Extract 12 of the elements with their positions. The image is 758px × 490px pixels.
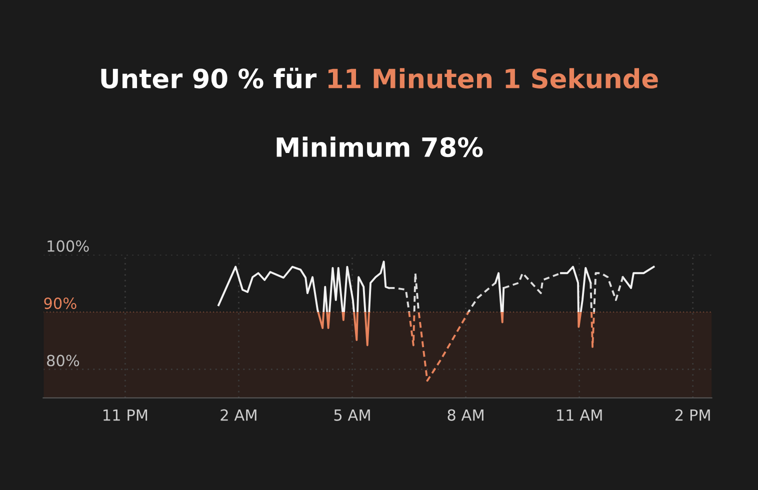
- chart-subtitle: Minimum 78%: [276, 136, 483, 158]
- x-tick-label: 11 AM: [557, 409, 602, 421]
- x-tick-label: 8 AM: [448, 409, 484, 421]
- x-tick-label: 11 PM: [104, 409, 148, 421]
- y-tick-label: 100%: [48, 240, 89, 252]
- chart-title: Unter 90 % für: [101, 68, 317, 89]
- x-tick-label: 2 AM: [220, 409, 256, 421]
- text: 11 Minuten 1 Sekunde: [328, 68, 658, 89]
- ref-line-label: 90%: [44, 298, 76, 310]
- y-tick-label: 80%: [47, 354, 80, 366]
- x-tick-label: 2 PM: [675, 409, 710, 421]
- x-tick-label: 5 AM: [334, 409, 370, 421]
